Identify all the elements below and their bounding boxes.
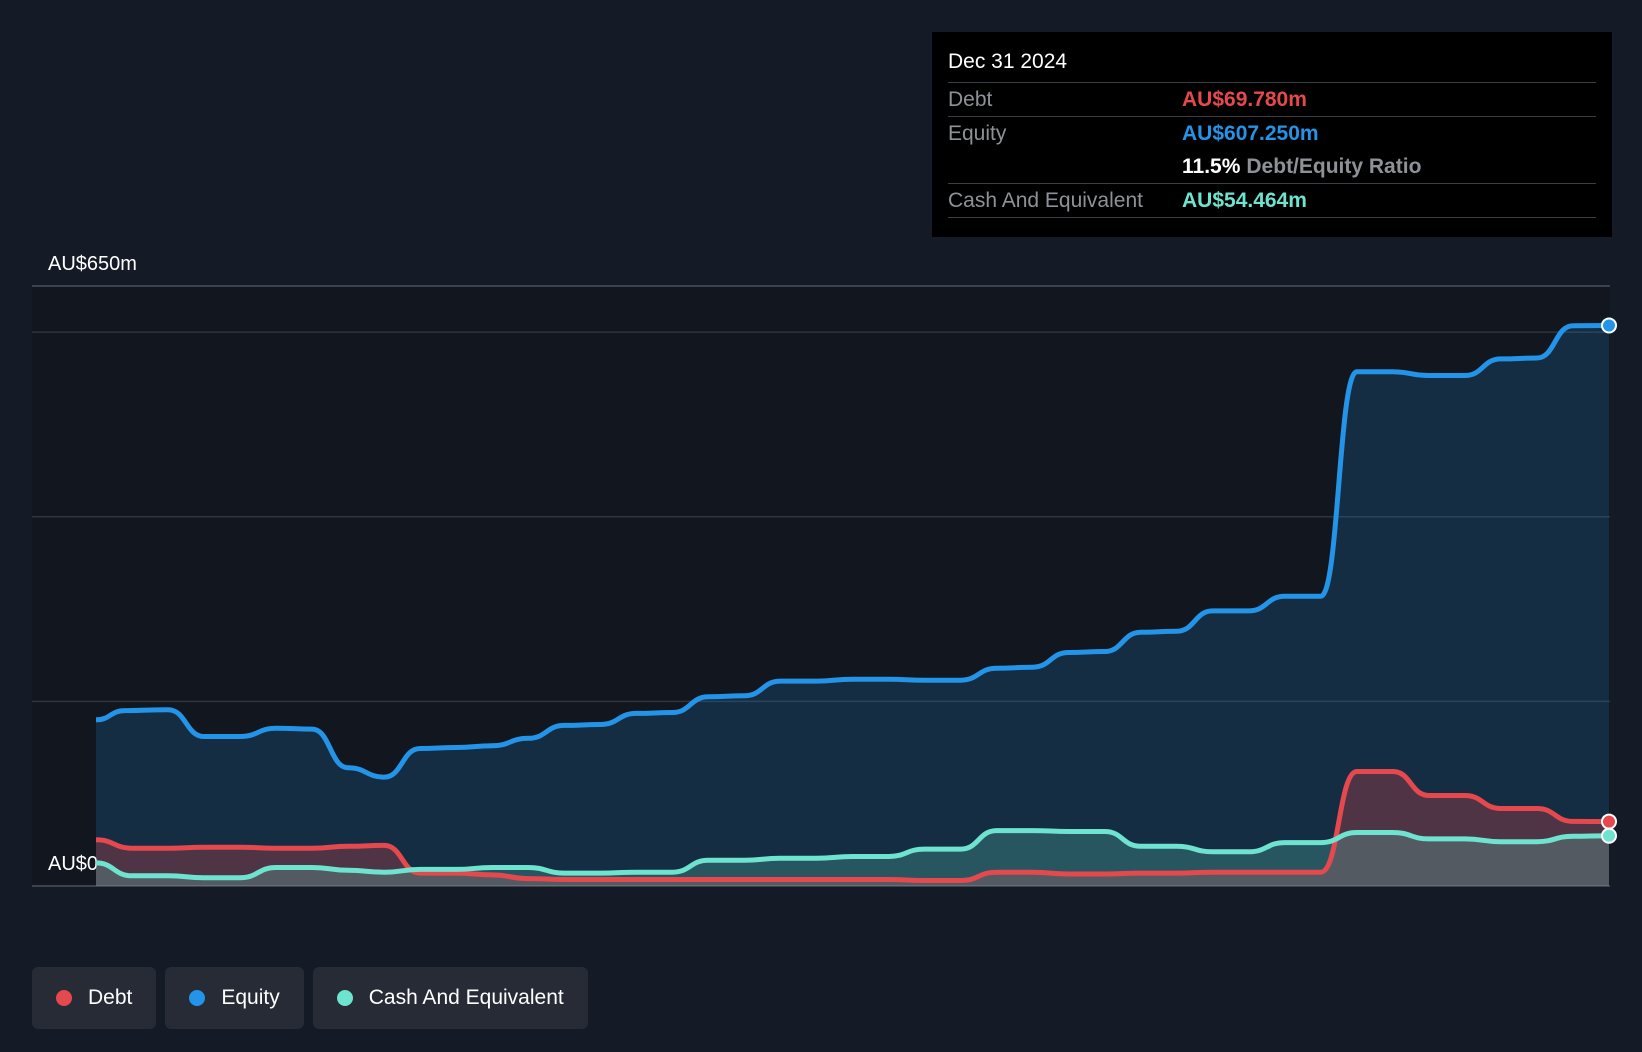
tooltip-debt-label: Debt (948, 87, 993, 111)
tooltip-row-debt: Debt AU$69.780m (948, 82, 1596, 116)
end-point-equity (1601, 317, 1617, 334)
legend-label-cash: Cash And Equivalent (368, 986, 564, 1009)
tooltip-date: Dec 31 2024 (948, 50, 1068, 73)
equity-dot-icon (189, 990, 206, 1006)
area-equity (96, 325, 1609, 886)
end-point-debt (1601, 813, 1617, 830)
cash-dot-icon (336, 990, 353, 1006)
legend-item-cash[interactable]: Cash And Equivalent (312, 967, 588, 1029)
legend-label-debt: Debt (88, 986, 133, 1009)
legend-item-equity[interactable]: Equity (165, 967, 304, 1029)
debt-equity-chart: AU$650mAU$020152016201720182019202020212… (32, 253, 1617, 887)
tooltip-debt-value: AU$69.780m (1182, 87, 1307, 111)
tooltip-row-ratio: 11.5% Debt/Equity Ratio (948, 150, 1596, 183)
tooltip-row-equity: Equity AU$607.250m (948, 116, 1596, 150)
legend-label-equity: Equity (221, 986, 280, 1009)
legend-item-debt[interactable]: Debt (32, 967, 157, 1029)
chart-tooltip: Dec 31 2024 Debt AU$69.780m Equity AU$60… (932, 32, 1612, 237)
end-point-cash-and-equivalent (1601, 827, 1617, 844)
chart-legend: Debt Equity Cash And Equivalent (32, 967, 588, 1029)
y-axis-zero-label: AU$0 (48, 853, 98, 875)
tooltip-cash-label: Cash And Equivalent (948, 188, 1143, 212)
tooltip-row-cash: Cash And Equivalent AU$54.464m (948, 183, 1596, 218)
debt-dot-icon (56, 990, 72, 1006)
tooltip-ratio-value: 11.5% (1182, 154, 1241, 178)
line-equity (95, 323, 1610, 780)
y-axis-top-label: AU$650m (48, 253, 137, 275)
tooltip-equity-value: AU$607.250m (1182, 121, 1319, 145)
line-cash-and-equivalent (95, 828, 1610, 881)
tooltip-ratio-label: Debt/Equity Ratio (1246, 154, 1422, 178)
line-debt (95, 769, 1610, 883)
tooltip-cash-value: AU$54.464m (1182, 188, 1307, 212)
tooltip-equity-label: Equity (948, 121, 1007, 145)
